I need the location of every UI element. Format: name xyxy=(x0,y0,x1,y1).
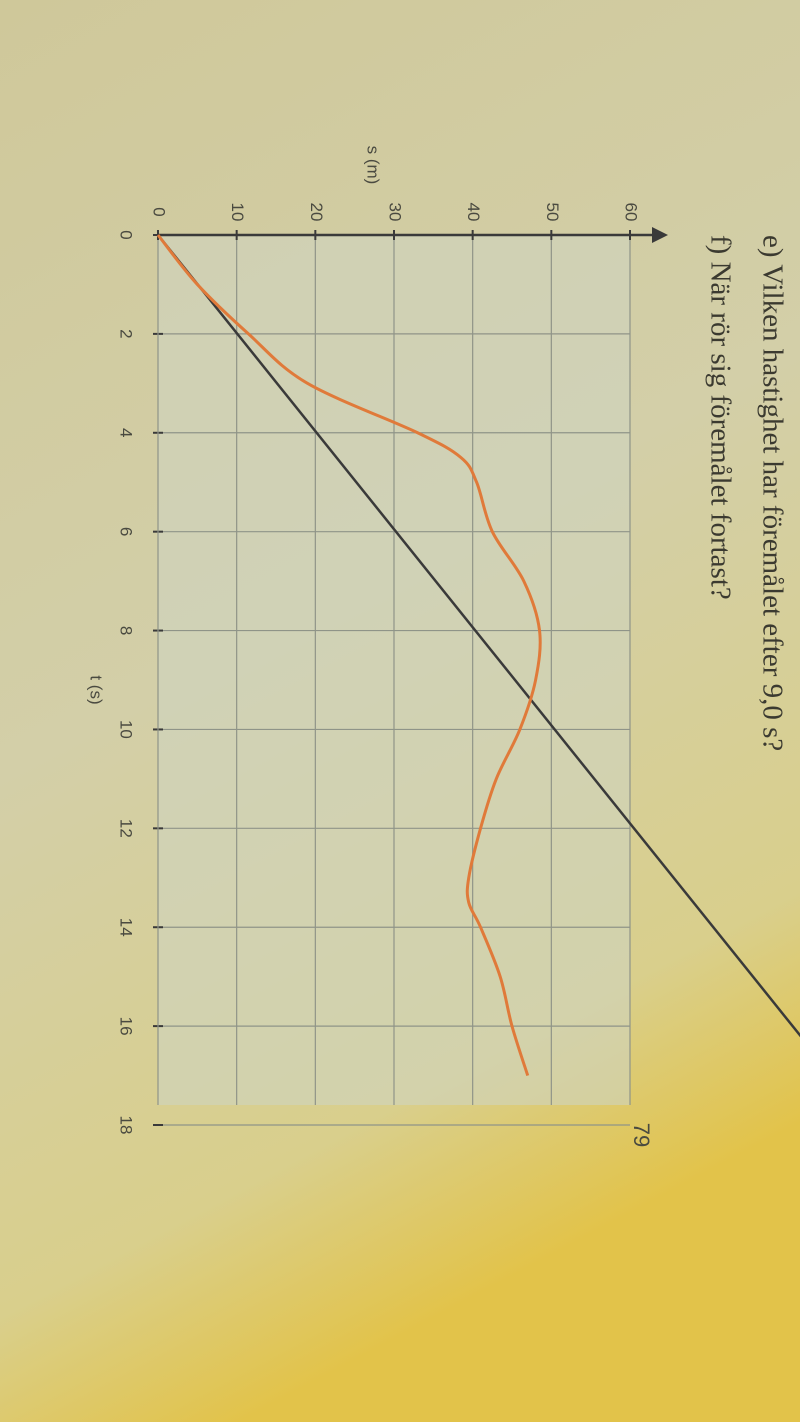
y-tick-label: 40 xyxy=(464,203,483,222)
y-tick-label: 10 xyxy=(228,203,247,222)
x-tick-label: 4 xyxy=(117,428,136,437)
y-tick-label: 60 xyxy=(622,203,641,222)
x-tick-label: 0 xyxy=(117,230,136,239)
x-axis-title: t (s) xyxy=(87,675,106,704)
page-number: 79 xyxy=(629,1123,654,1147)
x-tick-label: 6 xyxy=(117,527,136,536)
x-tick-label: 16 xyxy=(117,1017,136,1036)
x-tick-label: 18 xyxy=(117,1116,136,1135)
y-tick-label: 20 xyxy=(307,203,326,222)
y-axis-arrow xyxy=(652,227,668,243)
plot: 0 2 4 6 8 10 12 14 16 18 0 10 20 30 40 50 60 xyxy=(117,203,800,1135)
question-f: f) När rör sig föremålet fortast? xyxy=(704,235,736,600)
question-e: e) Vilken hastighet har föremålet efter … xyxy=(756,235,788,751)
x-tick-label: 10 xyxy=(117,720,136,739)
curve xyxy=(156,234,542,1077)
x-tick-label: 2 xyxy=(117,329,136,338)
x-tick-label: 14 xyxy=(117,918,136,937)
x-tick-label: 8 xyxy=(117,626,136,635)
y-tick-label: 30 xyxy=(386,203,405,222)
x-axis xyxy=(157,234,800,1038)
y-tick-label: 0 xyxy=(150,207,169,216)
y-axis-title: s (m) xyxy=(364,146,383,185)
x-tick-label: 12 xyxy=(117,819,136,838)
y-tick-label: 50 xyxy=(543,203,562,222)
